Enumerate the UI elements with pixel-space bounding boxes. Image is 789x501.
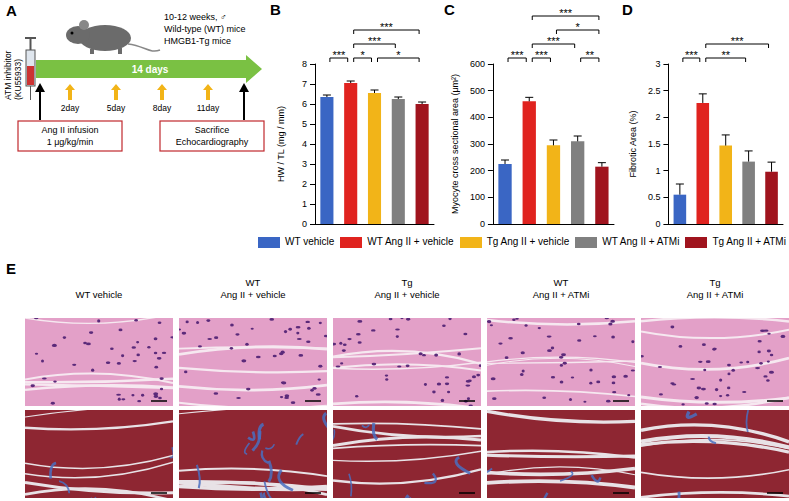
svg-text:Fibrotic Area (%): Fibrotic Area (%) bbox=[628, 110, 638, 177]
svg-text:***: *** bbox=[547, 35, 561, 47]
svg-text:5day: 5day bbox=[107, 103, 126, 113]
svg-text:14 days: 14 days bbox=[132, 64, 169, 75]
svg-text:*: * bbox=[576, 21, 581, 33]
svg-text:2: 2 bbox=[655, 112, 660, 122]
svg-text:1: 1 bbox=[302, 199, 307, 209]
svg-text:2.5: 2.5 bbox=[648, 86, 661, 96]
svg-text:11day: 11day bbox=[197, 103, 220, 113]
svg-text:0: 0 bbox=[480, 219, 485, 229]
svg-text:400: 400 bbox=[470, 112, 485, 122]
svg-text:3: 3 bbox=[302, 159, 307, 169]
html-text:WT Ang II + vehicle: WT Ang II + vehicle bbox=[367, 236, 454, 247]
svg-text:500: 500 bbox=[470, 86, 485, 96]
svg-text:B: B bbox=[270, 1, 281, 18]
svg-text:5: 5 bbox=[302, 119, 307, 129]
svg-text:HMGB1-Tg mice: HMGB1-Tg mice bbox=[164, 36, 231, 46]
svg-text:0.5: 0.5 bbox=[648, 192, 661, 202]
svg-text:WT vehicle: WT vehicle bbox=[76, 289, 123, 300]
svg-text:0: 0 bbox=[655, 219, 660, 229]
svg-text:***: *** bbox=[332, 49, 346, 61]
svg-text:1: 1 bbox=[655, 166, 660, 176]
svg-text:D: D bbox=[622, 1, 633, 18]
svg-text:200: 200 bbox=[470, 166, 485, 176]
svg-text:8: 8 bbox=[302, 59, 307, 69]
svg-text:Tg: Tg bbox=[401, 277, 412, 288]
svg-text:Wild-type (WT) mice: Wild-type (WT) mice bbox=[164, 24, 246, 34]
svg-text:8day: 8day bbox=[153, 103, 172, 113]
svg-text:*: * bbox=[396, 49, 401, 61]
svg-text:Tg: Tg bbox=[709, 277, 720, 288]
svg-text:***: *** bbox=[511, 49, 525, 61]
svg-text:WT: WT bbox=[246, 277, 261, 288]
svg-text:***: *** bbox=[685, 49, 699, 61]
svg-text:WT: WT bbox=[554, 277, 569, 288]
svg-text:***: *** bbox=[380, 21, 394, 33]
html-text:WT vehicle: WT vehicle bbox=[285, 236, 335, 247]
svg-text:7: 7 bbox=[302, 79, 307, 89]
svg-text:Ang II infusion: Ang II infusion bbox=[41, 125, 98, 135]
svg-text:2: 2 bbox=[302, 179, 307, 189]
svg-text:(KU55933): (KU55933) bbox=[13, 59, 23, 100]
svg-text:Ang II + ATMi: Ang II + ATMi bbox=[687, 289, 744, 300]
svg-text:600: 600 bbox=[470, 59, 485, 69]
svg-text:C: C bbox=[444, 1, 455, 18]
svg-text:10-12 weeks, ♂: 10-12 weeks, ♂ bbox=[164, 12, 227, 22]
svg-text:Ang II + ATMi: Ang II + ATMi bbox=[533, 289, 590, 300]
svg-text:6: 6 bbox=[302, 99, 307, 109]
svg-text:0: 0 bbox=[302, 219, 307, 229]
html-text:Tg Ang II + vehicle: Tg Ang II + vehicle bbox=[486, 236, 570, 247]
svg-text:***: *** bbox=[559, 7, 573, 19]
svg-text:Sacrifice: Sacrifice bbox=[195, 125, 230, 135]
svg-text:Ang II + vehicle: Ang II + vehicle bbox=[374, 289, 439, 300]
html-text:Tg Ang II + ATMi: Tg Ang II + ATMi bbox=[712, 236, 786, 247]
svg-text:**: ** bbox=[586, 49, 595, 61]
svg-text:300: 300 bbox=[470, 139, 485, 149]
svg-text:3: 3 bbox=[655, 59, 660, 69]
svg-text:A: A bbox=[6, 2, 17, 19]
svg-text:*: * bbox=[360, 49, 365, 61]
svg-text:***: *** bbox=[368, 35, 382, 47]
svg-text:Ang II + vehicle: Ang II + vehicle bbox=[220, 289, 285, 300]
svg-text:Echocardiography: Echocardiography bbox=[176, 137, 249, 147]
svg-text:ATM inhibitor: ATM inhibitor bbox=[3, 50, 13, 100]
svg-text:Myocyte cross sectional area (: Myocyte cross sectional area (μm²) bbox=[450, 74, 460, 214]
svg-text:***: *** bbox=[535, 49, 549, 61]
svg-text:E: E bbox=[6, 260, 16, 277]
svg-text:HW / TL (mg / mm): HW / TL (mg / mm) bbox=[276, 106, 286, 182]
svg-text:1.5: 1.5 bbox=[648, 139, 661, 149]
svg-text:1 μg/kg/min: 1 μg/kg/min bbox=[47, 137, 94, 147]
svg-text:***: *** bbox=[731, 35, 745, 47]
html-text:WT Ang II + ATMi: WT Ang II + ATMi bbox=[602, 236, 680, 247]
svg-text:**: ** bbox=[721, 49, 730, 61]
svg-text:100: 100 bbox=[470, 192, 485, 202]
svg-text:2day: 2day bbox=[61, 103, 80, 113]
svg-text:4: 4 bbox=[302, 139, 307, 149]
